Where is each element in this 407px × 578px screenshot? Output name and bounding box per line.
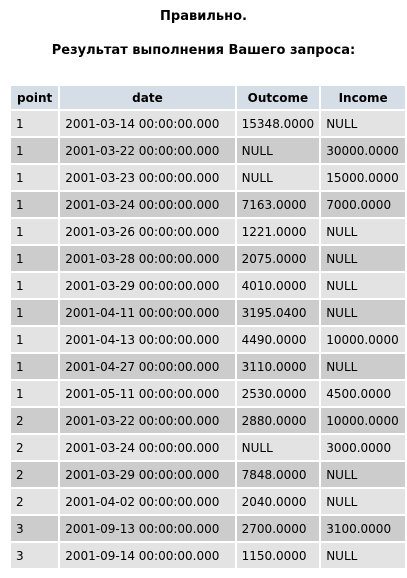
table-row: 3 2001-09-14 00:00:00.000 1150.0000 NULL bbox=[11, 543, 405, 568]
table-row: 1 2001-03-26 00:00:00.000 1221.0000 NULL bbox=[11, 219, 405, 244]
cell-outcome: 2530.0000 bbox=[236, 381, 320, 406]
cell-income: 10000.0000 bbox=[321, 327, 405, 352]
cell-date: 2001-03-28 00:00:00.000 bbox=[60, 246, 235, 271]
cell-income: NULL bbox=[321, 462, 405, 487]
cell-point: 1 bbox=[11, 381, 59, 406]
table-row: 2 2001-03-29 00:00:00.000 7848.0000 NULL bbox=[11, 462, 405, 487]
cell-point: 1 bbox=[11, 165, 59, 190]
cell-outcome: NULL bbox=[236, 138, 320, 163]
cell-date: 2001-03-22 00:00:00.000 bbox=[60, 408, 235, 433]
cell-point: 2 bbox=[11, 408, 59, 433]
cell-point: 2 bbox=[11, 462, 59, 487]
results-table: point date Outcome Income 1 2001-03-14 00… bbox=[9, 84, 407, 570]
table-body: 1 2001-03-14 00:00:00.000 15348.0000 NULL 1 2… bbox=[11, 111, 405, 568]
cell-income: 3100.0000 bbox=[321, 516, 405, 541]
cell-point: 2 bbox=[11, 489, 59, 514]
table-row: 1 2001-03-22 00:00:00.000 NULL 30000.0000 bbox=[11, 138, 405, 163]
table-row: 2 2001-04-02 00:00:00.000 2040.0000 NULL bbox=[11, 489, 405, 514]
table-row: 1 2001-04-27 00:00:00.000 3110.0000 NULL bbox=[11, 354, 405, 379]
cell-date: 2001-04-11 00:00:00.000 bbox=[60, 300, 235, 325]
table-row: 1 2001-03-28 00:00:00.000 2075.0000 NULL bbox=[11, 246, 405, 271]
cell-income: NULL bbox=[321, 354, 405, 379]
column-header-outcome: Outcome bbox=[236, 86, 320, 109]
table-row: 1 2001-03-24 00:00:00.000 7163.0000 7000.00… bbox=[11, 192, 405, 217]
cell-outcome: 2040.0000 bbox=[236, 489, 320, 514]
table-row: 1 2001-03-23 00:00:00.000 NULL 15000.0000 bbox=[11, 165, 405, 190]
cell-date: 2001-03-22 00:00:00.000 bbox=[60, 138, 235, 163]
cell-date: 2001-05-11 00:00:00.000 bbox=[60, 381, 235, 406]
cell-outcome: 4010.0000 bbox=[236, 273, 320, 298]
status-message: Правильно. bbox=[160, 9, 247, 24]
cell-date: 2001-09-13 00:00:00.000 bbox=[60, 516, 235, 541]
cell-date: 2001-03-29 00:00:00.000 bbox=[60, 462, 235, 487]
cell-point: 1 bbox=[11, 138, 59, 163]
column-header-date: date bbox=[60, 86, 235, 109]
cell-point: 1 bbox=[11, 192, 59, 217]
column-header-income: Income bbox=[321, 86, 405, 109]
cell-point: 1 bbox=[11, 246, 59, 271]
cell-point: 2 bbox=[11, 435, 59, 460]
cell-point: 1 bbox=[11, 273, 59, 298]
table-row: 1 2001-04-11 00:00:00.000 3195.0400 NULL bbox=[11, 300, 405, 325]
cell-outcome: 2075.0000 bbox=[236, 246, 320, 271]
cell-outcome: 3195.0400 bbox=[236, 300, 320, 325]
cell-income: 30000.0000 bbox=[321, 138, 405, 163]
cell-date: 2001-03-26 00:00:00.000 bbox=[60, 219, 235, 244]
cell-outcome: 4490.0000 bbox=[236, 327, 320, 352]
cell-date: 2001-03-24 00:00:00.000 bbox=[60, 435, 235, 460]
table-header-row: point date Outcome Income bbox=[11, 86, 405, 109]
cell-outcome: 2700.0000 bbox=[236, 516, 320, 541]
cell-point: 1 bbox=[11, 111, 59, 136]
table-row: 2 2001-03-24 00:00:00.000 NULL 3000.0000 bbox=[11, 435, 405, 460]
table-row: 1 2001-04-13 00:00:00.000 4490.0000 10000.0… bbox=[11, 327, 405, 352]
cell-income: NULL bbox=[321, 489, 405, 514]
cell-income: NULL bbox=[321, 300, 405, 325]
cell-date: 2001-03-29 00:00:00.000 bbox=[60, 273, 235, 298]
cell-date: 2001-04-27 00:00:00.000 bbox=[60, 354, 235, 379]
cell-date: 2001-04-13 00:00:00.000 bbox=[60, 327, 235, 352]
cell-point: 3 bbox=[11, 516, 59, 541]
column-header-point: point bbox=[11, 86, 59, 109]
cell-point: 1 bbox=[11, 300, 59, 325]
table-row: 2 2001-03-22 00:00:00.000 2880.0000 10000.0… bbox=[11, 408, 405, 433]
cell-income: 7000.0000 bbox=[321, 192, 405, 217]
result-title: Результат выполнения Вашего запроса: bbox=[51, 43, 356, 58]
cell-date: 2001-04-02 00:00:00.000 bbox=[60, 489, 235, 514]
cell-income: NULL bbox=[321, 543, 405, 568]
cell-point: 1 bbox=[11, 354, 59, 379]
table-row: 1 2001-03-29 00:00:00.000 4010.0000 NULL bbox=[11, 273, 405, 298]
cell-point: 1 bbox=[11, 219, 59, 244]
table-row: 3 2001-09-13 00:00:00.000 2700.0000 3100.00… bbox=[11, 516, 405, 541]
cell-date: 2001-03-23 00:00:00.000 bbox=[60, 165, 235, 190]
cell-date: 2001-09-14 00:00:00.000 bbox=[60, 543, 235, 568]
cell-income: 10000.0000 bbox=[321, 408, 405, 433]
cell-income: NULL bbox=[321, 111, 405, 136]
cell-outcome: 7848.0000 bbox=[236, 462, 320, 487]
cell-outcome: 1150.0000 bbox=[236, 543, 320, 568]
cell-income: 3000.0000 bbox=[321, 435, 405, 460]
cell-income: 15000.0000 bbox=[321, 165, 405, 190]
cell-outcome: NULL bbox=[236, 165, 320, 190]
cell-income: NULL bbox=[321, 246, 405, 271]
cell-outcome: 3110.0000 bbox=[236, 354, 320, 379]
table-row: 1 2001-03-14 00:00:00.000 15348.0000 NULL bbox=[11, 111, 405, 136]
cell-date: 2001-03-24 00:00:00.000 bbox=[60, 192, 235, 217]
cell-outcome: NULL bbox=[236, 435, 320, 460]
table-row: 1 2001-05-11 00:00:00.000 2530.0000 4500.00… bbox=[11, 381, 405, 406]
cell-outcome: 7163.0000 bbox=[236, 192, 320, 217]
cell-point: 3 bbox=[11, 543, 59, 568]
cell-date: 2001-03-14 00:00:00.000 bbox=[60, 111, 235, 136]
cell-point: 1 bbox=[11, 327, 59, 352]
cell-income: NULL bbox=[321, 219, 405, 244]
cell-outcome: 2880.0000 bbox=[236, 408, 320, 433]
cell-income: NULL bbox=[321, 273, 405, 298]
cell-outcome: 15348.0000 bbox=[236, 111, 320, 136]
cell-outcome: 1221.0000 bbox=[236, 219, 320, 244]
cell-income: 4500.0000 bbox=[321, 381, 405, 406]
